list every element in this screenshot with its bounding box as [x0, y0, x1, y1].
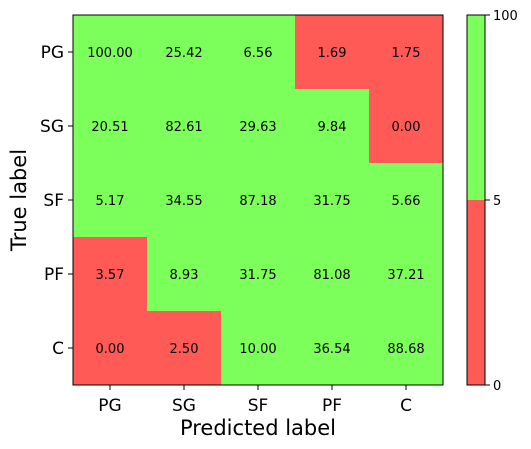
- colorbar-upper-band: [467, 15, 485, 200]
- cell-value-label: 37.21: [387, 268, 424, 283]
- cell-value-label: 9.84: [318, 120, 347, 135]
- heatmap-cell: [147, 311, 222, 386]
- heatmap-cell: [221, 237, 296, 312]
- cell-value-label: 88.68: [387, 342, 424, 357]
- heatmap-cell: [369, 89, 444, 164]
- cell-value-label: 25.42: [165, 46, 202, 61]
- heatmap-cell: [295, 15, 370, 90]
- heatmap-cell: [369, 311, 444, 386]
- x-tick-label: C: [400, 396, 412, 416]
- heatmap-cell: [147, 15, 222, 90]
- cell-value-label: 5.17: [96, 194, 125, 209]
- heatmap-cell: [73, 163, 148, 238]
- heatmap-cell: [369, 15, 444, 90]
- colorbar-tick-label: 5: [493, 194, 501, 209]
- cell-value-label: 87.18: [239, 194, 276, 209]
- heatmap-cell: [147, 89, 222, 164]
- heatmap-cell: [295, 89, 370, 164]
- heatmap-cell: [369, 163, 444, 238]
- cell-value-label: 81.08: [313, 268, 350, 283]
- heatmap-cell: [73, 237, 148, 312]
- heatmap-cell: [73, 311, 148, 386]
- cell-value-label: 31.75: [313, 194, 350, 209]
- colorbar-tick-label: 0: [493, 379, 501, 394]
- x-axis-label: Predicted label: [180, 416, 336, 440]
- heatmap-cell-labels: 100.00 25.42 6.56 1.69 1.75 20.51 82.61 29.63 9.…: [87, 46, 424, 357]
- cell-value-label: 6.56: [244, 46, 273, 61]
- heatmap-cell: [295, 237, 370, 312]
- cell-value-label: 34.55: [165, 194, 202, 209]
- heatmap-cell: [221, 15, 296, 90]
- cell-value-label: 0.00: [392, 120, 421, 135]
- y-tick-label: C: [52, 339, 64, 359]
- y-tick-label: PF: [44, 265, 64, 285]
- cell-value-label: 0.00: [96, 342, 125, 357]
- heatmap-cell: [221, 311, 296, 386]
- y-tick-label: PG: [41, 43, 64, 63]
- cell-value-label: 82.61: [165, 120, 202, 135]
- cell-value-label: 3.57: [96, 268, 125, 283]
- cell-value-label: 29.63: [239, 120, 276, 135]
- heatmap-cell: [369, 237, 444, 312]
- cell-value-label: 10.00: [239, 342, 276, 357]
- heatmap-cell: [221, 163, 296, 238]
- x-tick-label: SF: [248, 396, 269, 416]
- cell-value-label: 36.54: [313, 342, 350, 357]
- y-axis-label: True label: [7, 149, 31, 252]
- heatmap-cell: [295, 163, 370, 238]
- y-tick-label: SG: [40, 117, 64, 137]
- x-tick-label: PG: [98, 396, 121, 416]
- y-axis-ticks: PG SG SF PF C: [40, 43, 73, 359]
- heatmap-cell: [147, 237, 222, 312]
- colorbar-tick-label: 100: [493, 9, 518, 24]
- colorbar-lower-band: [467, 200, 485, 385]
- x-tick-label: SG: [172, 396, 196, 416]
- cell-value-label: 8.93: [170, 268, 199, 283]
- heatmap-cell: [221, 89, 296, 164]
- heatmap-cell: [147, 163, 222, 238]
- cell-value-label: 5.66: [392, 194, 421, 209]
- heatmap-cell: [295, 311, 370, 386]
- cell-value-label: 1.69: [318, 46, 347, 61]
- heatmap-cells: [73, 15, 444, 386]
- cell-value-label: 2.50: [170, 342, 199, 357]
- y-tick-label: SF: [43, 191, 64, 211]
- cell-value-label: 100.00: [87, 46, 133, 61]
- cell-value-label: 1.75: [392, 46, 421, 61]
- colorbar: 0 5 100: [466, 9, 518, 394]
- cell-value-label: 31.75: [239, 268, 276, 283]
- cell-value-label: 20.51: [91, 120, 128, 135]
- heatmap-cell: [73, 15, 148, 90]
- x-axis-ticks: PG SG SF PF C: [98, 385, 412, 416]
- x-tick-label: PF: [322, 396, 342, 416]
- heatmap-cell: [73, 89, 148, 164]
